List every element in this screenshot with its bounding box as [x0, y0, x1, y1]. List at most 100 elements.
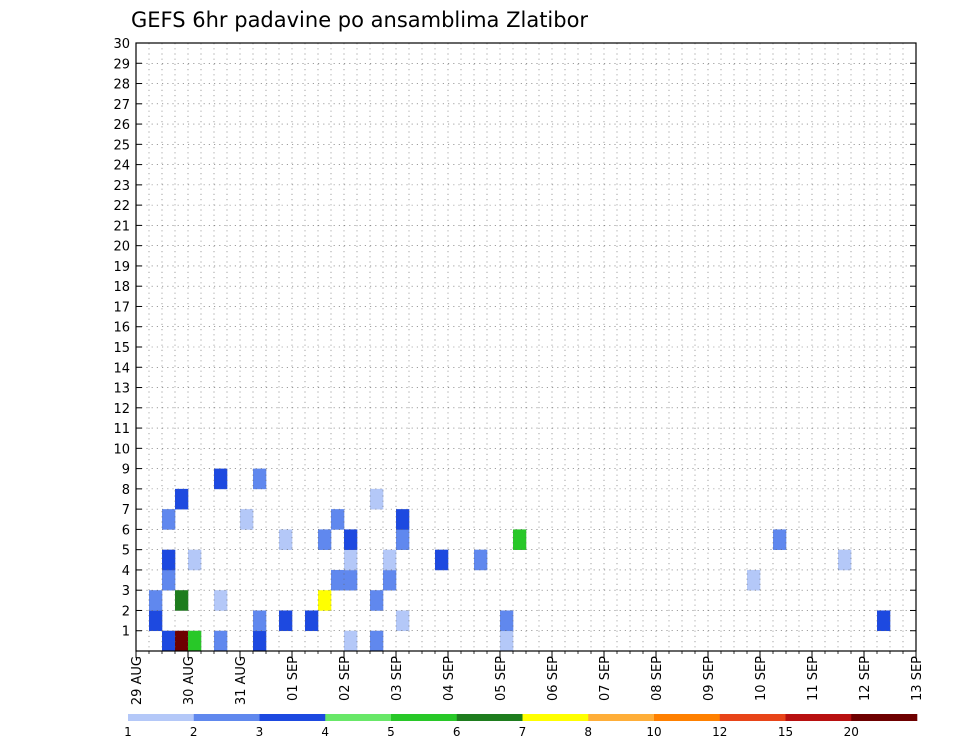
legend-swatch	[456, 714, 523, 721]
x-axis: 29 AUG 30 AUG 31 AUG 01 SEP 02 SEP 03 SEP 04 S…	[130, 651, 925, 705]
x-tick-label: 31 AUG	[234, 656, 249, 705]
heatmap-cell	[396, 529, 410, 550]
heatmap-cell	[214, 590, 228, 611]
y-tick-label: 15	[113, 341, 130, 356]
y-tick-label: 5	[122, 544, 130, 559]
grid-lines	[136, 43, 916, 651]
legend-label: 3	[256, 725, 264, 739]
y-tick-label: 19	[113, 260, 130, 275]
heatmap-cell	[162, 569, 176, 591]
y-tick-label: 25	[113, 138, 130, 153]
heatmap-cell	[305, 610, 319, 632]
heatmap-cell	[500, 630, 514, 652]
heatmap-cell	[318, 529, 332, 550]
y-tick-label: 17	[113, 300, 130, 315]
heatmap-cell	[747, 569, 761, 591]
legend-label: 10	[646, 725, 661, 739]
legend-swatch	[259, 714, 326, 721]
heatmap-cell	[383, 569, 397, 591]
y-tick-label: 8	[122, 483, 130, 498]
heatmap-cell	[500, 610, 514, 632]
legend-label: 6	[453, 725, 461, 739]
legend-swatch	[719, 714, 786, 721]
legend-swatch	[522, 714, 589, 721]
heatmap-cell	[331, 509, 345, 530]
heatmap-cell	[240, 509, 254, 530]
heatmap-cell	[370, 630, 384, 652]
x-tick-label: 29 AUG	[130, 656, 145, 705]
heatmap-cell	[149, 590, 163, 611]
heatmap-cell	[149, 610, 163, 632]
heatmap-cell	[188, 549, 202, 571]
x-tick-label: 30 AUG	[182, 656, 197, 705]
x-tick-label: 02 SEP	[338, 656, 353, 701]
heatmap-cell	[838, 549, 852, 571]
x-tick-label: 04 SEP	[442, 656, 457, 701]
y-tick-label: 9	[122, 463, 130, 478]
legend-label: 2	[190, 725, 198, 739]
x-tick-label: 03 SEP	[390, 656, 405, 701]
x-tick-label: 07 SEP	[598, 656, 613, 701]
heatmap-cell	[370, 488, 384, 510]
y-tick-label: 14	[113, 361, 130, 376]
heatmap-cell	[344, 529, 358, 550]
x-tick-label: 06 SEP	[546, 656, 561, 701]
legend-swatch	[588, 714, 655, 721]
x-tick-label: 08 SEP	[650, 656, 665, 701]
y-tick-label: 6	[122, 523, 130, 538]
x-tick-label: 11 SEP	[806, 656, 821, 701]
y-tick-label: 1	[122, 625, 130, 640]
heatmap-cell	[474, 549, 488, 571]
y-tick-label: 21	[113, 219, 130, 234]
heatmap-cell	[162, 509, 176, 530]
heatmap-cell	[331, 569, 345, 591]
y-tick-label: 11	[113, 422, 130, 437]
x-tick-label: 01 SEP	[286, 656, 301, 701]
chart-title: GEFS 6hr padavine po ansamblima Zlatibor	[131, 8, 588, 32]
y-tick-label: 18	[113, 280, 130, 295]
heatmap-cell	[396, 610, 410, 632]
legend-swatch	[128, 714, 195, 721]
y-tick-label: 20	[113, 240, 130, 255]
legend-swatch	[391, 714, 458, 721]
legend-label: 4	[321, 725, 329, 739]
x-tick-label: 09 SEP	[702, 656, 717, 701]
y-tick-label: 29	[113, 57, 130, 72]
heatmap-cell	[279, 610, 293, 632]
legend-label: 8	[584, 725, 592, 739]
heatmap-cell	[175, 630, 189, 652]
legend-label: 20	[844, 725, 859, 739]
legend-swatch	[325, 714, 392, 721]
heatmap-cell	[318, 590, 332, 611]
y-tick-label: 30	[113, 37, 130, 52]
heatmap-cell	[253, 630, 267, 652]
y-tick-label: 7	[122, 503, 130, 518]
y-tick-label: 22	[113, 199, 130, 214]
heatmap-cell	[877, 610, 891, 632]
y-tick-label: 3	[122, 584, 130, 599]
heatmap-cell	[175, 488, 189, 510]
y-tick-label: 10	[113, 442, 130, 457]
heatmap-cell	[344, 630, 358, 652]
heatmap-cell	[175, 590, 189, 611]
heatmap-cell	[188, 630, 202, 652]
heatmap-cell	[214, 630, 228, 652]
heatmap-cell	[383, 549, 397, 571]
heatmap-cell	[344, 569, 358, 591]
x-tick-label: 05 SEP	[494, 656, 509, 701]
y-tick-label: 24	[113, 159, 130, 174]
heatmap-cell	[344, 549, 358, 571]
legend-label: 15	[778, 725, 793, 739]
y-tick-label: 2	[122, 604, 130, 619]
y-tick-label: 28	[113, 78, 130, 93]
heatmap-cell	[162, 630, 176, 652]
heatmap-cell	[435, 549, 449, 571]
legend-label: 5	[387, 725, 395, 739]
heatmap-cell	[773, 529, 787, 550]
legend-label: 7	[519, 725, 527, 739]
legend-swatch	[654, 714, 721, 721]
x-tick-label: 13 SEP	[910, 656, 925, 701]
heatmap-cell	[513, 529, 527, 550]
legend-swatch	[193, 714, 260, 721]
legend-swatch	[851, 714, 918, 721]
